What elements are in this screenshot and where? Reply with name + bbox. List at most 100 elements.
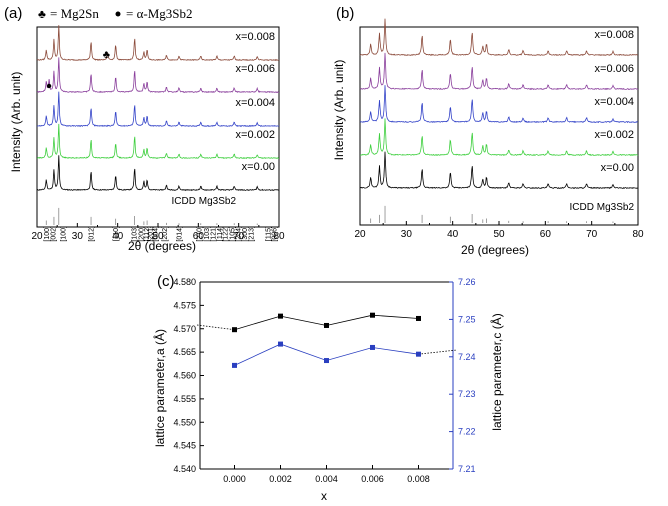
legend-club-symbol: ♣ <box>38 7 46 21</box>
series-label: x=0.00 <box>601 162 634 174</box>
x-tick-label: 50 <box>152 231 164 242</box>
series-c-point <box>416 351 421 357</box>
series-a-point <box>324 322 329 328</box>
series-label: x=0.00 <box>242 161 275 173</box>
legend-dot-symbol <box>115 11 121 17</box>
x-tick-label: 0.000 <box>223 474 246 484</box>
left-tick-label: 4.545 <box>173 441 196 451</box>
plot-frame <box>36 26 280 228</box>
right-tick-label: 7.21 <box>458 464 476 474</box>
series-a-point <box>416 315 421 321</box>
series-label: x=0.008 <box>595 29 634 41</box>
mg2sn-peak-marker: ♣ <box>103 49 110 61</box>
hkl-label: [103] <box>131 226 138 242</box>
hkl-label: [100] <box>61 226 68 242</box>
xrd-line-x-0.00 <box>359 151 638 190</box>
x-tick-label: 40 <box>112 231 124 242</box>
x-tick-label: 70 <box>586 229 598 240</box>
x-tick-label: 40 <box>447 229 459 240</box>
left-tick-label: 4.575 <box>173 300 196 310</box>
x-tick-label: 60 <box>540 229 552 240</box>
series-label: x=0.006 <box>236 63 275 75</box>
hkl-label: [100] <box>44 226 51 242</box>
mg3sb2-peak-marker <box>46 83 52 89</box>
hkl-label: [121] <box>210 226 217 242</box>
series-label: x=0.006 <box>595 63 634 75</box>
hkl-label: [006] <box>272 226 279 242</box>
series-label: x=0.004 <box>236 97 275 109</box>
x-tick-label: 80 <box>632 229 644 240</box>
panel-a-plot-area: 20 30 40 50 60 70 80 x=0.00 x=0.002 x=0.004 x=0.00… <box>31 25 285 242</box>
left-tick-label: 4.555 <box>173 394 196 404</box>
hkl-label: [204] <box>235 226 242 242</box>
c-extension-line <box>418 349 457 355</box>
hkl-label: [114] <box>217 226 224 241</box>
xrd-line-x-0.008 <box>36 25 280 62</box>
x-tick-label: 50 <box>493 229 505 240</box>
series-c-point <box>232 362 237 368</box>
panel-c-lattice-chart: (c) 4.5404.5454.5504.5554.5604.5654.5704… <box>152 273 504 503</box>
hkl-label: [200] <box>139 226 146 242</box>
hkl-label: [002] <box>51 226 58 242</box>
series-a-point <box>370 312 375 318</box>
xrd-line-x-0.004 <box>36 91 280 128</box>
legend-dot-text: = α-Mg3Sb2 <box>126 6 193 21</box>
left-tick-label: 4.540 <box>173 464 196 474</box>
panel-a-ylabel: Intensity (Arb. unit) <box>9 72 23 173</box>
hkl-label: [300] <box>242 226 249 242</box>
right-tick-label: 7.25 <box>458 314 476 324</box>
xrd-line-x-0.002 <box>359 118 639 157</box>
series-c-point <box>278 341 283 347</box>
x-tick-label: 80 <box>273 231 285 242</box>
panel-c-ylabel-right: lattice parameter,c (Å) <box>489 313 504 430</box>
hkl-label: [201] <box>147 226 154 242</box>
hkl-label: [122] <box>222 226 229 242</box>
x-tick-label: 70 <box>233 231 245 242</box>
panel-b-plot-area: 20 30 40 50 60 70 80 x=0.00 x=0.002 x=0.004 x=0.00… <box>354 18 644 240</box>
x-tick-label: 30 <box>401 229 413 240</box>
panel-c-xlabel: x <box>321 489 327 503</box>
panel-b-xlabel: 2θ (degrees) <box>461 243 529 257</box>
right-tick-label: 7.24 <box>458 352 476 362</box>
x-tick-label: 30 <box>72 231 84 242</box>
panel-a-ref-label: ICDD Mg3Sb2 <box>172 196 237 207</box>
hkl-label: [112] <box>144 226 151 241</box>
x-tick-label: 0.006 <box>361 474 384 484</box>
panel-a-xrd-chart: (a) ♣ = Mg2Sn = α-Mg3Sb2 20 30 40 50 60 70 80 x… <box>4 5 285 253</box>
left-tick-label: 4.550 <box>173 417 196 427</box>
x-tick-label: 0.004 <box>315 474 338 484</box>
xrd-line-x-0.004 <box>359 85 639 124</box>
hkl-label: [105] <box>229 226 236 242</box>
xrd-line-x-0.008 <box>359 18 639 56</box>
hkl-label: [213] <box>248 226 255 242</box>
plot-frame <box>359 26 639 226</box>
left-tick-label: 4.580 <box>173 277 196 287</box>
hkl-label: [103] <box>204 226 211 242</box>
x-tick-label: 0.008 <box>407 474 430 484</box>
hkl-label: [004] <box>153 226 160 242</box>
right-tick-label: 7.23 <box>458 389 476 399</box>
panel-c-ylabel-left: lattice parameter,a (Å) <box>152 329 167 447</box>
left-tick-label: 4.570 <box>173 324 196 334</box>
x-tick-label: 20 <box>354 229 366 240</box>
left-tick-label: 4.560 <box>173 371 196 381</box>
right-tick-label: 7.26 <box>458 277 476 287</box>
panel-b-ref-label: ICDD Mg3Sb2 <box>570 202 635 213</box>
xrd-line-x-0.00 <box>36 155 280 192</box>
series-label: x=0.002 <box>595 129 634 141</box>
left-tick-label: 4.565 <box>173 347 196 357</box>
series-label: x=0.008 <box>236 31 275 43</box>
series-label: x=0.002 <box>236 129 275 141</box>
hkl-label: [110] <box>113 226 120 241</box>
x-tick-label: 60 <box>193 231 205 242</box>
series-a-point <box>232 327 237 333</box>
panel-c-plot-area: 4.540 4.545 4.550 4.555 4.560 4.565 4.570 4.575… <box>173 277 475 484</box>
panel-c-label: (c) <box>157 273 175 290</box>
panel-b-label: (b) <box>336 5 354 22</box>
xrd-line-x-0.006 <box>36 57 279 93</box>
series-label: x=0.004 <box>595 96 634 108</box>
panel-a-xlabel: 2θ (degrees) <box>128 239 196 253</box>
xrd-line-x-0.006 <box>359 52 639 91</box>
right-tick-label: 7.22 <box>458 427 476 437</box>
legend-club-text: = Mg2Sn <box>50 6 99 21</box>
